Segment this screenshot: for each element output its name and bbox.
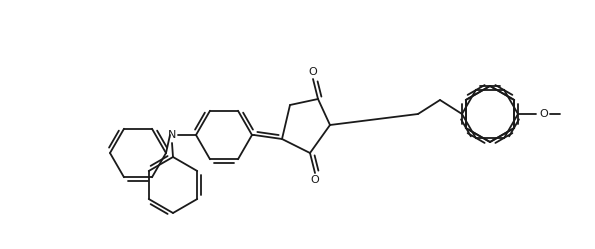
Text: O: O: [540, 109, 549, 119]
Text: O: O: [309, 67, 317, 77]
Text: O: O: [311, 175, 320, 185]
Text: N: N: [168, 130, 176, 140]
